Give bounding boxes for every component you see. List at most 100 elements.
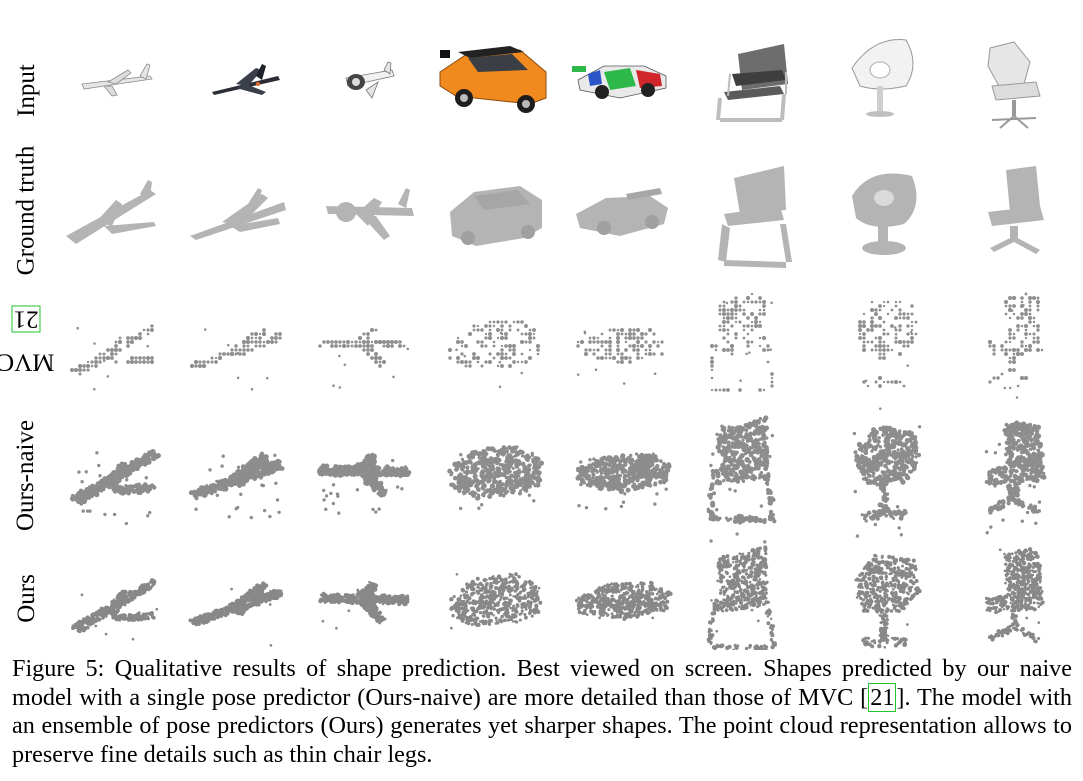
point <box>906 316 910 320</box>
point <box>877 474 883 480</box>
stray-point <box>1008 440 1013 444</box>
point <box>882 348 886 352</box>
point <box>190 364 194 368</box>
point <box>725 464 731 470</box>
point <box>366 348 370 352</box>
stray-point <box>1001 518 1005 522</box>
point <box>734 312 738 316</box>
point <box>734 426 738 430</box>
point <box>205 491 209 495</box>
point <box>367 461 371 465</box>
point <box>382 340 386 344</box>
point <box>607 475 612 480</box>
point <box>1016 316 1020 320</box>
point <box>1006 501 1011 506</box>
point <box>867 473 872 479</box>
point <box>722 336 726 340</box>
point <box>150 360 154 364</box>
point <box>722 428 726 433</box>
naive-shape-3 <box>447 445 545 511</box>
point <box>898 312 902 316</box>
point <box>730 425 735 430</box>
point <box>872 512 878 518</box>
point <box>234 348 238 352</box>
point <box>870 324 874 328</box>
point <box>742 308 746 312</box>
point <box>94 491 100 498</box>
point <box>618 489 624 495</box>
point <box>633 467 636 471</box>
point <box>1028 434 1032 439</box>
point <box>520 450 525 455</box>
point <box>114 478 121 484</box>
point <box>493 449 497 453</box>
stray-point <box>459 453 463 457</box>
point <box>628 332 632 336</box>
point <box>590 468 595 473</box>
point <box>660 352 664 356</box>
point <box>616 360 620 364</box>
point <box>762 304 766 308</box>
point <box>616 328 620 332</box>
point <box>624 336 628 340</box>
point <box>1008 474 1012 478</box>
stray-point <box>879 407 882 410</box>
point <box>730 352 734 356</box>
stray-point <box>70 498 75 502</box>
point <box>89 489 95 495</box>
point <box>508 356 512 360</box>
point <box>102 356 106 360</box>
stray-point <box>338 386 342 389</box>
stray-point <box>905 473 909 477</box>
point <box>872 510 876 514</box>
point <box>746 332 750 336</box>
point <box>881 508 886 513</box>
point <box>742 312 746 316</box>
stray-point <box>527 493 532 497</box>
stray-point <box>332 384 335 387</box>
ours-naive-predictions <box>69 415 1047 544</box>
point <box>504 475 509 480</box>
point <box>858 328 862 332</box>
point <box>894 465 899 470</box>
point <box>616 352 620 356</box>
point <box>1008 453 1014 459</box>
point <box>150 324 154 328</box>
point <box>1028 344 1032 348</box>
point <box>501 493 506 498</box>
point <box>914 320 918 324</box>
point <box>262 344 266 348</box>
point <box>447 468 453 474</box>
point <box>1009 465 1013 469</box>
point <box>914 455 918 459</box>
point <box>615 339 621 345</box>
point <box>745 295 751 301</box>
stray-point <box>125 478 129 482</box>
point <box>210 360 214 364</box>
point <box>914 332 918 336</box>
point <box>242 348 246 352</box>
point <box>765 477 770 483</box>
point <box>500 336 504 340</box>
point <box>370 344 374 348</box>
stray-point <box>277 510 281 514</box>
point <box>882 332 886 336</box>
point <box>253 462 257 466</box>
point <box>890 324 894 328</box>
point <box>755 425 760 431</box>
point <box>1020 344 1024 348</box>
point <box>913 451 918 455</box>
stray-point <box>1025 510 1030 515</box>
stray-point <box>236 351 239 355</box>
point <box>885 481 889 485</box>
point <box>386 472 391 477</box>
point <box>758 320 762 324</box>
point <box>874 336 878 340</box>
point <box>576 340 580 344</box>
point <box>714 468 719 474</box>
point <box>627 488 631 492</box>
point <box>484 332 488 336</box>
point <box>1032 316 1036 320</box>
stray-point <box>511 446 515 450</box>
point <box>362 470 367 474</box>
